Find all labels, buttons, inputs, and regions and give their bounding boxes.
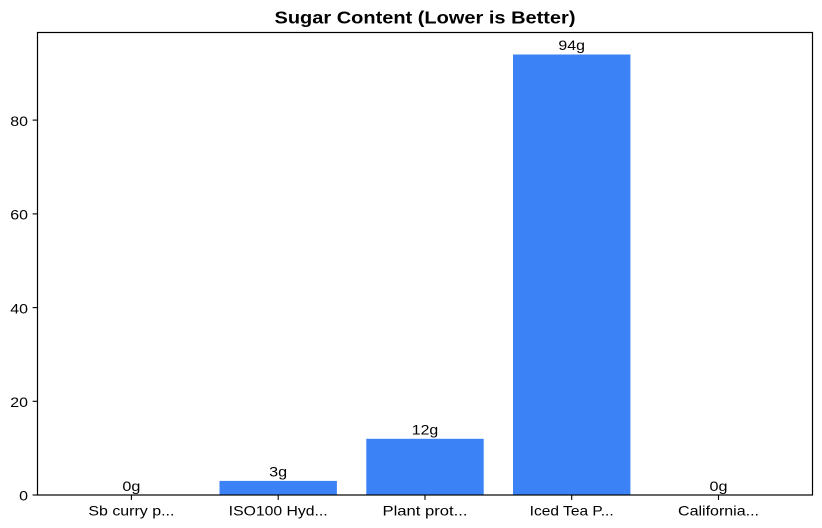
svg-text:Plant prot...: Plant prot... — [383, 503, 468, 519]
svg-text:0g: 0g — [710, 478, 728, 494]
svg-text:0: 0 — [19, 488, 28, 504]
svg-text:3g: 3g — [269, 464, 287, 480]
svg-text:12g: 12g — [412, 422, 439, 438]
svg-text:Iced Tea P...: Iced Tea P... — [530, 503, 614, 519]
svg-text:40: 40 — [10, 300, 28, 316]
svg-text:California...: California... — [678, 503, 759, 519]
svg-text:Sb curry p...: Sb curry p... — [88, 503, 174, 519]
svg-text:94g: 94g — [558, 37, 585, 53]
svg-text:60: 60 — [10, 207, 28, 223]
svg-text:Sugar Content (Lower is Better: Sugar Content (Lower is Better) — [275, 8, 576, 28]
svg-text:20: 20 — [10, 394, 28, 410]
svg-text:ISO100 Hyd...: ISO100 Hyd... — [229, 503, 328, 519]
svg-text:0g: 0g — [122, 478, 140, 494]
svg-text:80: 80 — [10, 113, 28, 129]
